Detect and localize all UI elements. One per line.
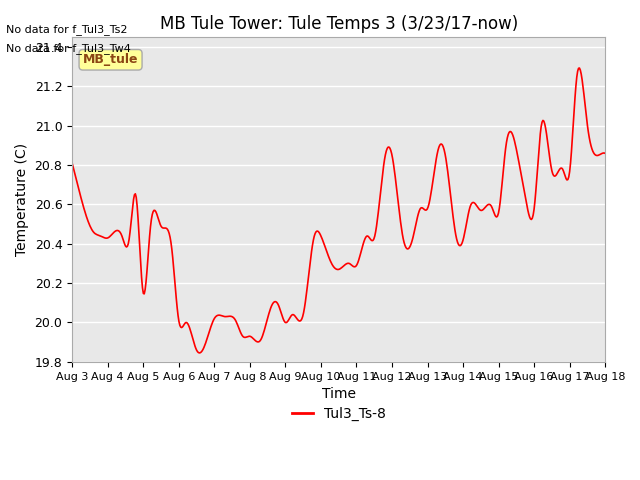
Text: MB_tule: MB_tule	[83, 53, 138, 66]
X-axis label: Time: Time	[322, 387, 356, 401]
Y-axis label: Temperature (C): Temperature (C)	[15, 143, 29, 256]
Title: MB Tule Tower: Tule Temps 3 (3/23/17-now): MB Tule Tower: Tule Temps 3 (3/23/17-now…	[159, 15, 518, 33]
Text: No data for f_Tul3_Tw4: No data for f_Tul3_Tw4	[6, 43, 131, 54]
Legend: Tul3_Ts-8: Tul3_Ts-8	[286, 401, 391, 426]
Text: No data for f_Tul3_Ts2: No data for f_Tul3_Ts2	[6, 24, 128, 35]
